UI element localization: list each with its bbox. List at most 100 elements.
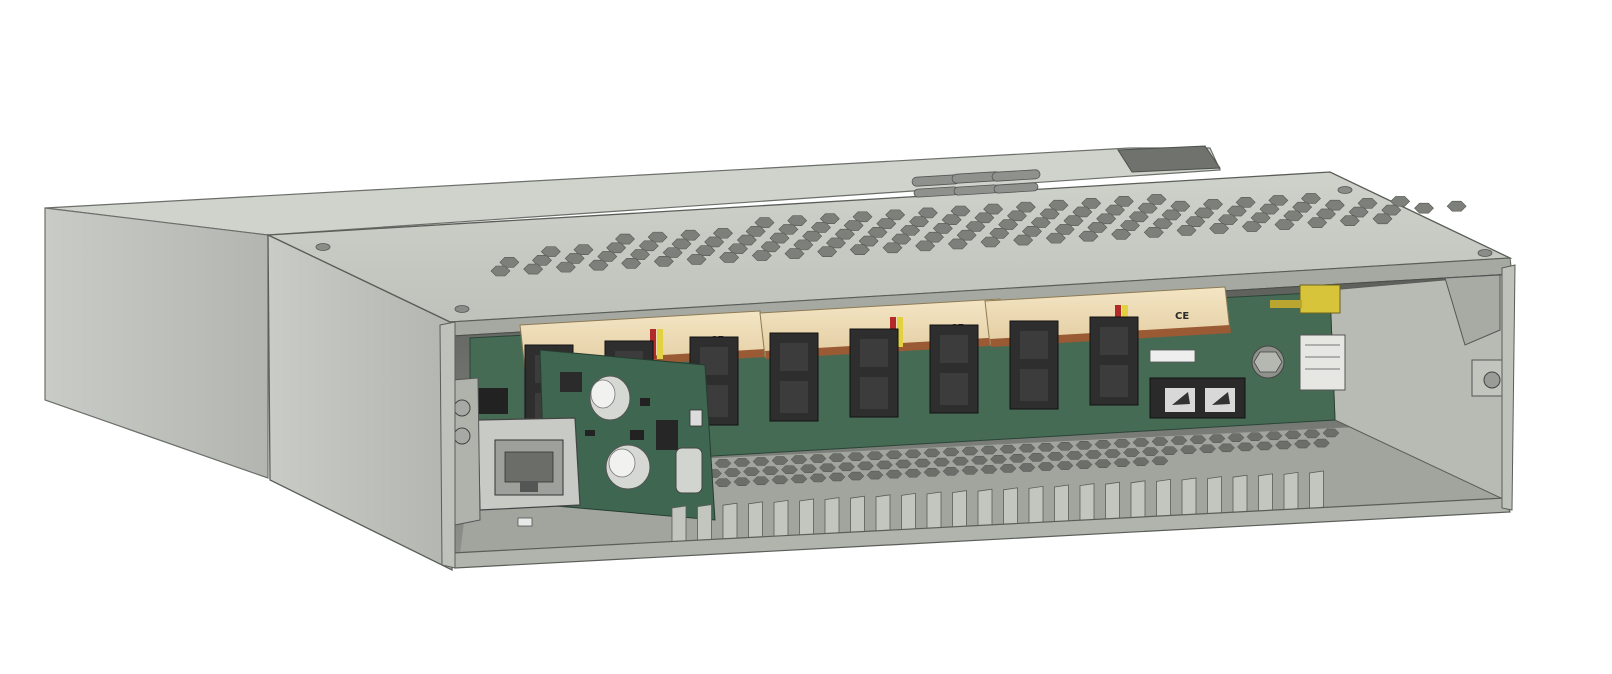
vent-hole — [1037, 442, 1055, 452]
lid-screw-hole — [1477, 249, 1493, 257]
vent-hole — [523, 263, 544, 275]
vent-hole — [980, 236, 1001, 248]
vent-hole — [904, 449, 922, 459]
vent-hole — [923, 448, 941, 458]
vent-hole — [1113, 458, 1131, 467]
rear-tab — [1117, 145, 1221, 173]
lid-slots — [911, 169, 1041, 198]
vent-hole — [990, 454, 1007, 464]
vent-hole — [885, 469, 903, 479]
right-wall-bracket — [1444, 274, 1501, 346]
vent-hole — [1294, 439, 1311, 449]
vent-hole — [751, 250, 772, 261]
vent-hole — [1180, 445, 1197, 454]
vent-hole — [1227, 433, 1245, 442]
vent-hole — [961, 466, 979, 475]
vent-hole — [1151, 437, 1169, 446]
comb-rib — [722, 502, 738, 542]
vent-hole — [1085, 450, 1102, 459]
vent-hole — [1075, 441, 1093, 450]
vent-hole — [999, 464, 1017, 473]
vent-hole — [771, 475, 789, 485]
vent-hole — [1237, 442, 1254, 452]
vent-hole — [847, 452, 865, 461]
vent-hole — [743, 467, 760, 476]
vent-hole — [1246, 432, 1264, 441]
vent-hole — [1265, 431, 1283, 441]
vent-hole — [1009, 454, 1026, 463]
comb-rib — [1258, 473, 1273, 513]
vent-hole — [714, 459, 732, 468]
vent-hole — [1414, 202, 1434, 214]
enclosure-left-wall — [267, 233, 453, 572]
comb-rib — [824, 497, 840, 537]
front-comb-ribs — [671, 470, 1324, 545]
ethernet-port — [477, 388, 581, 527]
vent-hole — [817, 246, 838, 257]
comb-rib — [697, 504, 712, 544]
vent-hole — [733, 477, 751, 486]
vent-hole — [1313, 438, 1330, 448]
vent-hole — [1189, 435, 1207, 444]
vent-hole — [1275, 440, 1292, 450]
vent-hole — [952, 456, 969, 466]
vent-hole — [933, 457, 950, 467]
vent-hole — [621, 257, 642, 269]
vent-hole — [885, 450, 903, 460]
lid-vent-pattern — [490, 193, 1467, 277]
vent-hole — [686, 254, 707, 265]
vent-hole — [980, 445, 998, 455]
left-wall-screw — [453, 427, 471, 445]
comb-rib — [1054, 484, 1069, 524]
vent-hole — [923, 467, 941, 477]
vent-hole — [866, 470, 884, 480]
side-connector — [1299, 334, 1346, 391]
vent-hole — [847, 471, 865, 481]
vent-hole — [915, 240, 936, 252]
vent-hole — [781, 465, 798, 474]
vent-hole — [1322, 428, 1340, 438]
rear-housing-side — [44, 207, 269, 479]
connector-slot — [940, 373, 968, 405]
vent-hole — [1132, 457, 1150, 467]
vent-hole — [1142, 447, 1159, 456]
capacitor-top — [590, 379, 616, 409]
vent-hole — [1151, 456, 1169, 466]
comb-rib — [1079, 483, 1095, 523]
vent-hole — [653, 256, 674, 267]
vent-hole — [1303, 429, 1321, 439]
vent-hole — [1104, 449, 1121, 458]
vent-hole — [1113, 439, 1131, 448]
ic-chip — [656, 420, 678, 450]
small-component — [585, 430, 595, 436]
comb-rib — [1105, 481, 1120, 521]
ethernet-socket-inner — [504, 451, 554, 483]
status-led — [517, 517, 533, 527]
enclosure-right-front-edge — [1501, 264, 1516, 511]
vent-hole — [719, 252, 740, 263]
comb-rib — [977, 488, 993, 528]
vent-hole — [819, 463, 836, 473]
comb-rib — [1156, 478, 1171, 518]
lid-screw-hole — [315, 243, 331, 251]
vent-hole — [904, 468, 922, 478]
connector-slot — [860, 377, 888, 409]
standoff-hex — [1253, 351, 1283, 373]
vent-hole — [1218, 443, 1235, 453]
connector-slot — [780, 343, 808, 371]
vent-hole — [1339, 215, 1360, 227]
comb-rib — [1130, 480, 1146, 520]
vent-hole — [1208, 434, 1226, 443]
vent-hole — [1013, 234, 1034, 246]
comb-rib — [748, 501, 763, 541]
vent-hole — [752, 476, 770, 486]
relay-ce-mark: CE — [1175, 311, 1189, 322]
vent-hole — [947, 238, 968, 250]
connector-slot — [1100, 365, 1128, 397]
relay-indicator-yellow — [897, 317, 903, 347]
vent-hole — [1066, 451, 1083, 460]
vent-hole — [555, 261, 576, 273]
vent-hole — [828, 472, 846, 482]
pin-header — [1149, 349, 1196, 363]
